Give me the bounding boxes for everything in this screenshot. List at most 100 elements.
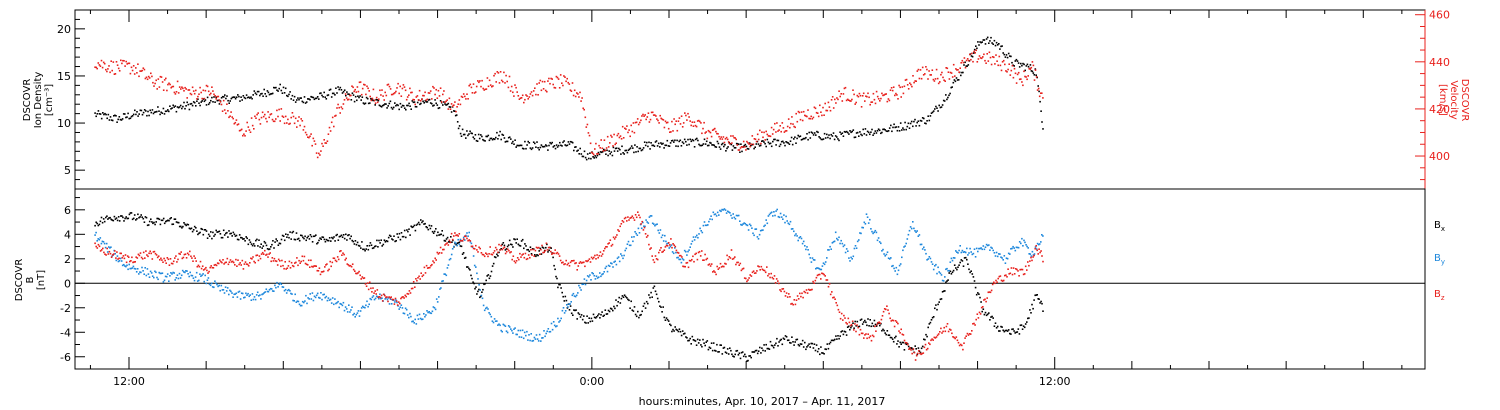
b-by-point (177, 277, 180, 280)
density-point (238, 95, 240, 98)
b-bz-point (566, 263, 569, 266)
b-bx-point (722, 347, 725, 349)
b-bz-point (868, 336, 871, 339)
b-by-point (650, 215, 653, 217)
b-bz-point (300, 260, 302, 263)
b-bz-point (585, 260, 587, 262)
b-bx-point (215, 229, 217, 232)
b-by-point (109, 247, 111, 249)
b-bz-point (696, 258, 699, 261)
density-point (562, 141, 564, 144)
density-point (246, 96, 249, 99)
b-by-point (435, 298, 438, 300)
b-by-point (279, 282, 281, 284)
density-point (541, 145, 544, 148)
b-by-point (599, 272, 601, 274)
b-bx-point (845, 334, 848, 336)
b-bz-point (324, 266, 326, 268)
b-bz-point (412, 281, 415, 283)
b-bx-point (1014, 332, 1016, 334)
b-by-point (893, 267, 895, 270)
b-bz-point (488, 253, 490, 255)
density-point (625, 149, 628, 152)
b-by-point (229, 289, 231, 292)
velocity-point (196, 98, 198, 100)
b-by-point (131, 267, 134, 269)
density-point (1025, 65, 1028, 67)
b-bx-point (910, 347, 912, 349)
density-point (1023, 63, 1025, 66)
b-bz-point (284, 261, 286, 263)
density-point (764, 142, 766, 145)
velocity-point (458, 99, 461, 101)
velocity-point (341, 107, 344, 110)
density-point (989, 40, 991, 42)
density-point (972, 52, 975, 54)
b-bz-point (311, 265, 313, 268)
density-point (599, 151, 602, 153)
b-bz-point (545, 242, 548, 245)
b-bz-point (139, 252, 142, 254)
b-by-point (693, 239, 696, 241)
b-by-point (1015, 246, 1018, 249)
b-bx-point (156, 217, 158, 220)
b-by-point (204, 274, 206, 277)
b-bz-point (943, 326, 945, 329)
b-bx-point (823, 353, 825, 355)
velocity-point (885, 93, 887, 95)
b-bx-point (285, 233, 287, 235)
density-point (667, 145, 670, 147)
b-bx-point (649, 296, 651, 299)
b-by-point (94, 234, 96, 236)
velocity-point (371, 97, 374, 100)
density-point (930, 112, 933, 114)
b-by-point (555, 325, 557, 328)
density-axis-title: DSCOVRIon Density[cm⁻³] (22, 72, 55, 129)
velocity-point (411, 91, 413, 94)
velocity-point (935, 68, 938, 71)
b-by-point (139, 271, 141, 273)
b-bx-point (714, 349, 716, 352)
b-bx-point (161, 219, 164, 222)
velocity-point (399, 85, 401, 88)
b-bx-point (274, 241, 276, 243)
b-by-point (763, 225, 765, 228)
b-by-point (970, 251, 972, 253)
b-bx-point (121, 215, 123, 217)
b-by-point (284, 288, 287, 291)
b-by-point (865, 213, 868, 215)
b-bz-point (897, 322, 899, 325)
density-point (252, 94, 254, 96)
velocity-point (282, 116, 285, 118)
b-bx-point (523, 247, 525, 250)
b-bx-point (321, 236, 323, 238)
density-point (548, 144, 550, 147)
b-by-point (872, 232, 874, 235)
density-point (251, 97, 253, 100)
b-bx-point (398, 232, 401, 235)
b-bz-point (691, 258, 693, 261)
b-by-point (726, 210, 729, 213)
density-point (356, 99, 358, 102)
velocity-point (902, 92, 905, 95)
velocity-axis-title-line: [km/s] (1437, 84, 1448, 116)
b-bx-point (253, 245, 256, 247)
b-bx-point (742, 355, 745, 358)
b-bx-point (864, 319, 866, 322)
b-bz-point (703, 259, 705, 261)
velocity-point (435, 88, 437, 91)
b-bz-point (954, 337, 956, 340)
velocity-point (815, 111, 818, 114)
density-point (663, 147, 665, 149)
b-by-point (337, 300, 339, 303)
b-bx-point (323, 238, 326, 241)
b-by-point (991, 247, 993, 249)
b-bz-point (240, 264, 242, 266)
density-point (669, 142, 672, 144)
velocity-point (630, 124, 632, 127)
b-bx-point (362, 248, 364, 251)
density-point (618, 147, 620, 150)
velocity-point (1023, 70, 1025, 73)
b-bz-point (708, 263, 711, 265)
b-bx-point (766, 347, 769, 350)
